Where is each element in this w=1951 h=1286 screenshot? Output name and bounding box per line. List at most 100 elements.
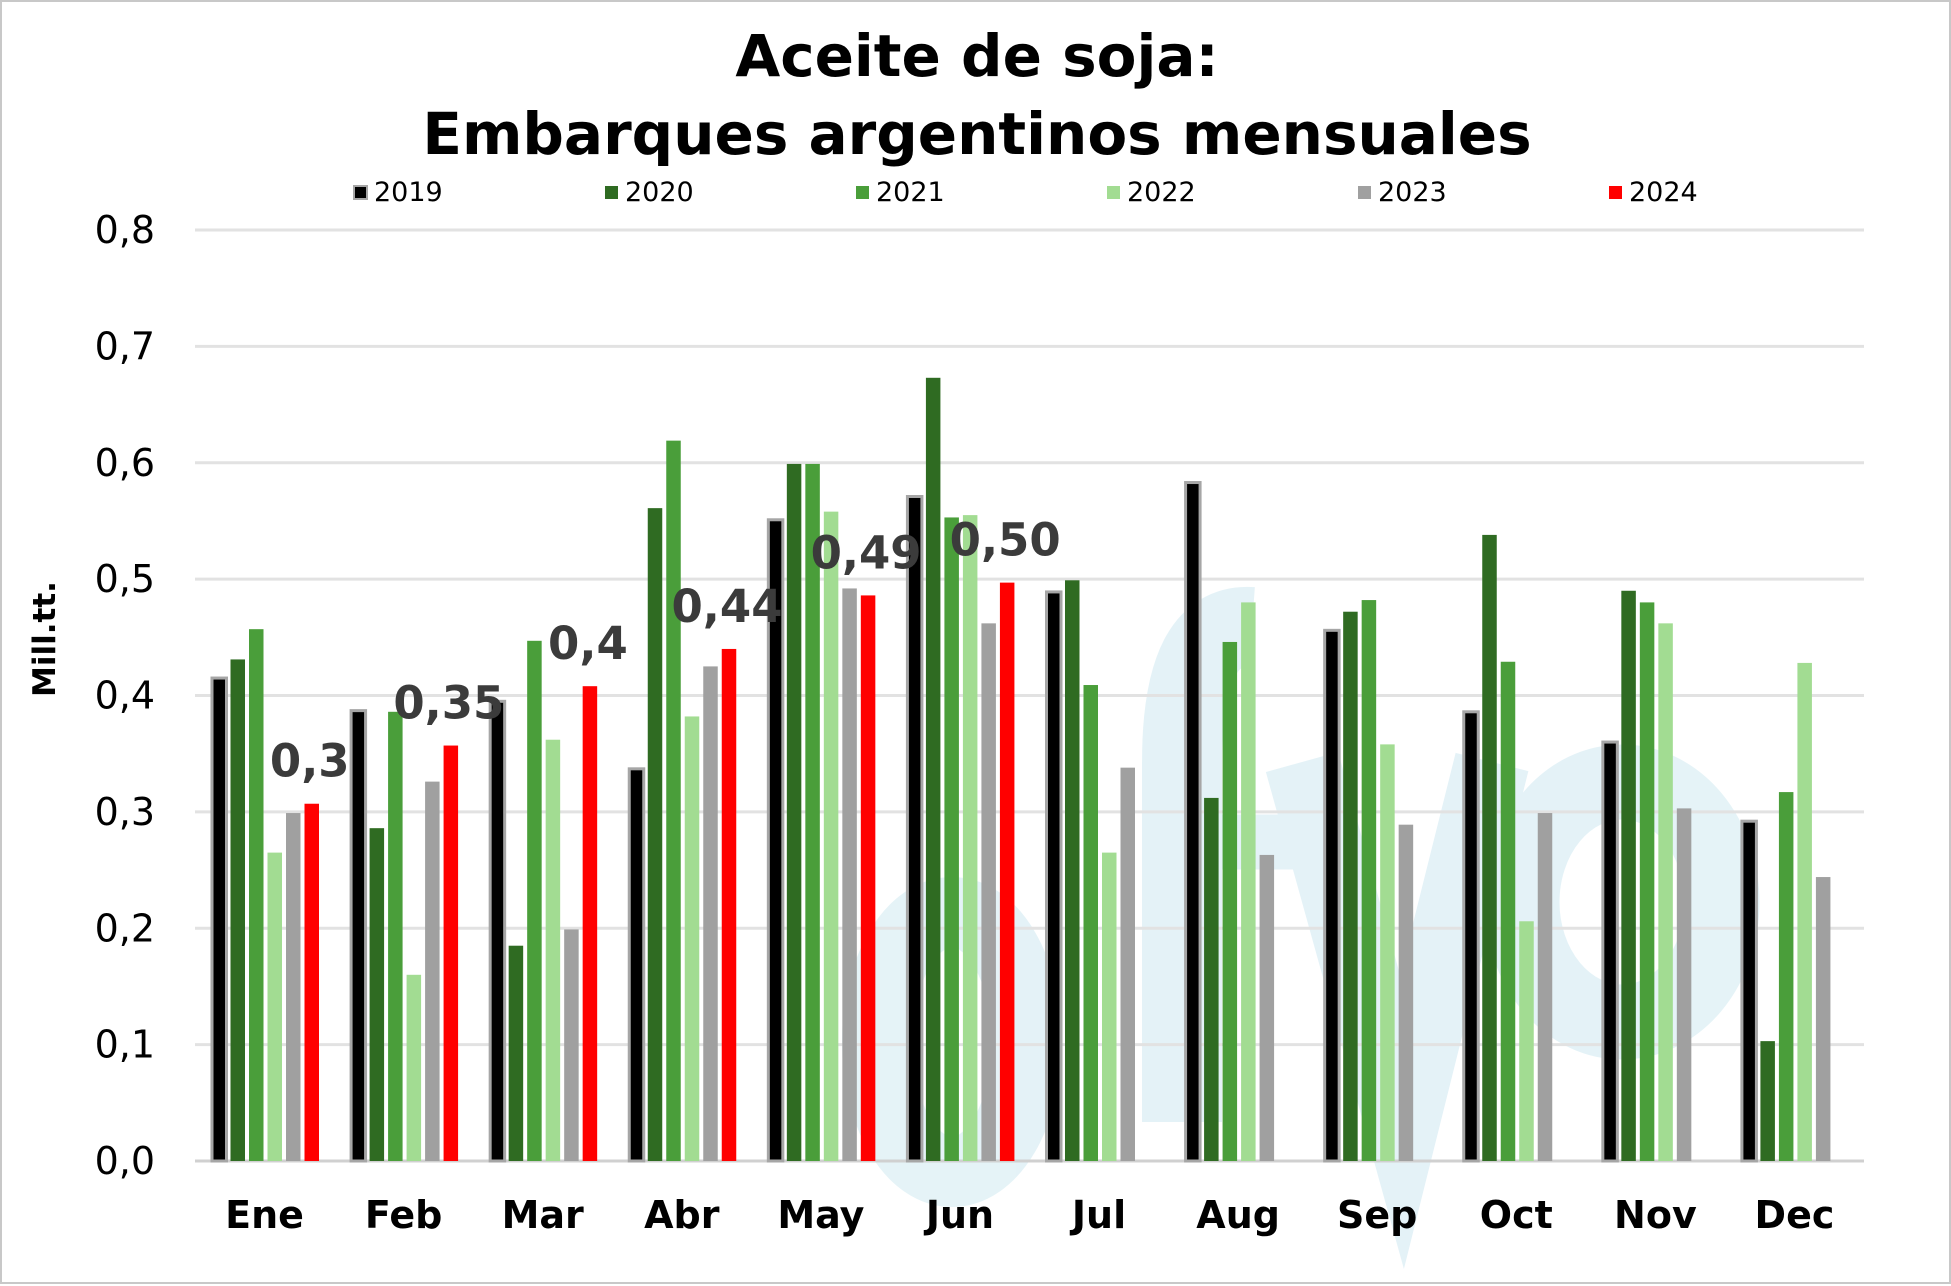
bar-2024-Mar <box>582 686 598 1161</box>
bar-2024-Jun <box>999 582 1015 1161</box>
bar-2023-May <box>842 588 857 1161</box>
bar-2021-Jul <box>1083 685 1098 1161</box>
bar-2023-Dec <box>1815 877 1831 1161</box>
bar-2024-Abr <box>721 648 737 1161</box>
y-tick-label: 0,1 <box>95 1023 155 1067</box>
bar-2019-Dec <box>1740 819 1758 1163</box>
bar-2019-Oct <box>1462 710 1480 1163</box>
x-tick-label: Ene <box>225 1193 304 1237</box>
legend-swatch-2024 <box>1609 186 1622 199</box>
bar-2022-Jun <box>962 515 978 1161</box>
x-tick-label: Jun <box>923 1193 994 1237</box>
bar-2023-Abr <box>703 666 718 1161</box>
bar-2020-Aug <box>1204 797 1219 1161</box>
y-tick-label: 0,2 <box>95 906 155 950</box>
data-label-Abr: 0,44 <box>671 580 782 633</box>
bar-2022-Feb <box>406 974 422 1161</box>
bar-2022-Aug <box>1241 602 1256 1161</box>
bar-2021-Aug <box>1222 641 1238 1161</box>
bar-2020-Mar <box>508 945 524 1161</box>
legend-swatch-2021 <box>856 186 869 199</box>
bar-2023-Nov <box>1676 808 1692 1161</box>
bar-2022-Abr <box>684 716 700 1161</box>
bar-2024-Feb <box>443 745 459 1161</box>
bar-2022-Dec <box>1797 662 1812 1161</box>
legend-swatch-2020 <box>605 186 618 199</box>
bar-2020-Ene <box>230 659 245 1161</box>
legend-label-2024: 2024 <box>1629 177 1698 208</box>
bar-2020-Feb <box>369 828 385 1161</box>
bar-2019-Nov <box>1601 740 1619 1163</box>
bar-2019-Jun <box>905 494 924 1163</box>
x-tick-label: Aug <box>1196 1193 1280 1237</box>
bar-2019-Ene <box>210 676 228 1163</box>
bar-2020-Jun <box>925 377 941 1161</box>
bar-2021-Oct <box>1500 661 1516 1161</box>
chart-title-line-1: Aceite de soja: <box>735 22 1218 90</box>
bar-2022-Oct <box>1519 921 1534 1161</box>
bar-2019-Mar <box>488 699 507 1163</box>
bar-2019-Sep <box>1323 628 1341 1163</box>
bars <box>210 377 1831 1163</box>
bar-2022-May <box>823 511 839 1161</box>
legend-label-2020: 2020 <box>625 177 694 208</box>
chart-title-line-2: Embarques argentinos mensuales <box>422 100 1531 168</box>
x-tick-label: Sep <box>1337 1193 1417 1237</box>
bar-2020-Dec <box>1760 1041 1775 1161</box>
legend-swatch-2023 <box>1358 186 1371 199</box>
gridlines <box>195 228 1864 1163</box>
legend-label-2019: 2019 <box>374 177 443 208</box>
bar-2021-Nov <box>1639 602 1655 1161</box>
bar-2023-Jun <box>981 623 996 1161</box>
bar-2020-Oct <box>1482 534 1497 1161</box>
x-tick-label: Nov <box>1614 1193 1697 1237</box>
bar-2022-Sep <box>1380 744 1395 1161</box>
x-tick-label: Oct <box>1480 1193 1553 1237</box>
y-axis-ticks: 0,0 0,1 0,2 0,3 0,4 0,5 0,6 0,7 0,8 <box>95 208 155 1183</box>
legend-label-2022: 2022 <box>1127 177 1196 208</box>
legend-swatch-2019 <box>353 185 368 200</box>
x-tick-label: Jul <box>1069 1193 1126 1237</box>
bar-2022-Nov <box>1658 623 1673 1161</box>
data-label-Ene: 0,3 <box>270 735 350 788</box>
x-tick-label: Abr <box>644 1193 720 1237</box>
data-label-Jun: 0,50 <box>950 514 1061 567</box>
bar-2020-Sep <box>1343 611 1358 1161</box>
bar-2023-Feb <box>425 781 440 1161</box>
x-tick-label: Mar <box>502 1193 584 1237</box>
bar-2024-Ene <box>304 803 319 1161</box>
legend: 2019 2020 2021 2022 2023 2024 <box>353 177 1698 208</box>
bar-2019-Abr <box>627 767 646 1163</box>
bar-2019-Aug <box>1184 481 1202 1163</box>
x-tick-label: May <box>777 1193 864 1237</box>
bar-2021-Jun <box>944 517 959 1161</box>
data-labels: 0,3 0,35 0,4 0,44 0,49 0,50 <box>270 514 1061 788</box>
legend-label-2023: 2023 <box>1378 177 1447 208</box>
x-tick-label: Feb <box>365 1193 442 1237</box>
bar-2020-Jul <box>1065 580 1080 1161</box>
bar-2022-Jul <box>1102 852 1117 1161</box>
y-tick-label: 0,7 <box>95 324 155 368</box>
bar-2021-May <box>805 463 820 1161</box>
data-label-Feb: 0,35 <box>393 677 504 730</box>
bar-2023-Jul <box>1120 767 1135 1161</box>
bar-2021-Mar <box>527 640 542 1161</box>
bar-2023-Aug <box>1259 854 1275 1161</box>
y-tick-label: 0,8 <box>95 208 155 252</box>
x-axis-ticks: Ene Feb Mar Abr May Jun Jul Aug Sep Oct Nov Dec <box>225 1193 1834 1237</box>
bar-2021-Abr <box>666 440 681 1161</box>
y-tick-label: 0,5 <box>95 557 155 601</box>
bar-2019-Feb <box>349 709 368 1163</box>
bar-2023-Mar <box>564 929 579 1161</box>
bar-2023-Oct <box>1537 813 1553 1161</box>
y-tick-label: 0,0 <box>95 1139 155 1183</box>
bar-2020-Abr <box>647 508 663 1162</box>
bar-2019-Jul <box>1045 590 1063 1163</box>
bar-2019-May <box>766 518 785 1163</box>
bar-2023-Ene <box>286 813 301 1161</box>
data-label-May: 0,49 <box>811 526 922 579</box>
bar-2021-Sep <box>1361 600 1377 1161</box>
bar-2021-Dec <box>1778 792 1794 1161</box>
y-axis-label: Mill.tt. <box>27 581 63 697</box>
